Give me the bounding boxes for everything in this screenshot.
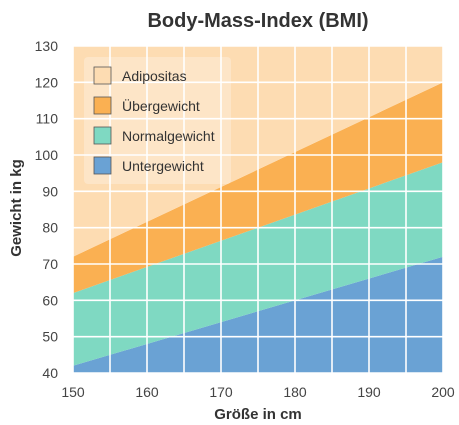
x-tick-label: 150 [61, 384, 85, 400]
legend-swatch [93, 156, 112, 175]
y-tick-label: 130 [35, 38, 59, 54]
legend-label: Normalgewicht [122, 128, 215, 144]
y-tick-labels: 40 50 60 70 80 90 100 110 120 130 [35, 38, 59, 381]
y-axis-label: Gewicht in kg [8, 159, 25, 257]
chart-title: Body-Mass-Index (BMI) [147, 10, 368, 32]
x-tick-label: 190 [357, 384, 381, 400]
legend-label: Übergewicht [122, 97, 200, 114]
legend: Adipositas Übergewicht Normalgewicht Unterg… [84, 57, 231, 184]
grid-layer [72, 45, 444, 374]
y-tick-label: 110 [36, 111, 59, 127]
x-axis-label: Größe in cm [214, 406, 302, 423]
y-tick-label: 40 [42, 365, 58, 381]
legend-swatch [93, 66, 112, 85]
legend-label: Adipositas [122, 68, 187, 84]
x-tick-label: 170 [209, 384, 233, 400]
y-tick-label: 120 [35, 74, 59, 90]
x-tick-label: 200 [431, 384, 455, 400]
legend-box [84, 57, 231, 184]
y-tick-label: 70 [42, 256, 58, 272]
y-tick-label: 80 [42, 220, 58, 236]
x-tick-label: 180 [283, 384, 307, 400]
legend-swatch [93, 126, 112, 145]
y-tick-label: 50 [42, 329, 58, 345]
legend-label: Untergewicht [122, 158, 204, 174]
legend-swatch [93, 96, 112, 115]
y-tick-label: 100 [35, 147, 59, 163]
x-tick-label: 160 [135, 384, 159, 400]
y-tick-label: 60 [42, 292, 58, 308]
y-tick-label: 90 [42, 183, 58, 199]
x-tick-labels: 150 160 170 180 190 200 [61, 384, 455, 400]
